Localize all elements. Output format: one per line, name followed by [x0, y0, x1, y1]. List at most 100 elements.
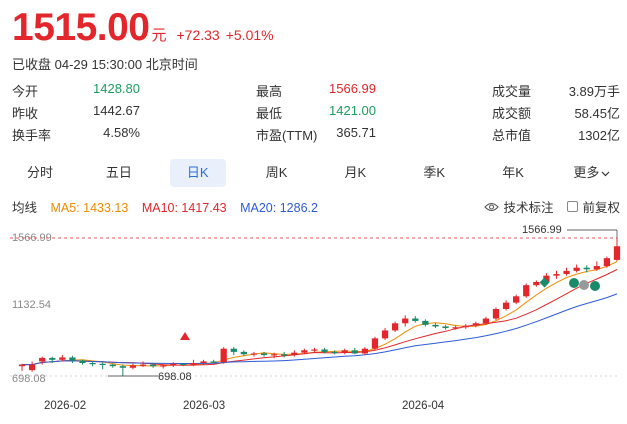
tab-quarterly-k[interactable]: 季K [423, 165, 446, 180]
candle-body [502, 302, 510, 309]
candle-body [381, 330, 389, 339]
candle [381, 328, 389, 340]
candle-body [513, 296, 520, 303]
ma20-value: MA20: 1286.2 [240, 201, 318, 215]
candle [392, 321, 399, 333]
eye-icon [484, 202, 500, 211]
candle-body [170, 363, 177, 366]
candle [482, 316, 490, 325]
signal-markers [180, 277, 600, 340]
stat-label: 成交额 [492, 105, 532, 121]
candle-body [321, 349, 328, 352]
stat-prev-close: 昨收 1442.67 [12, 103, 140, 122]
tab-monthly-k[interactable]: 月K [344, 165, 367, 180]
stat-value: 1442.67 [93, 102, 140, 118]
candle [220, 347, 227, 364]
candle-body [563, 270, 570, 275]
candle-body [250, 353, 258, 355]
candle [89, 361, 96, 367]
candle-body [412, 318, 419, 321]
candle-body [603, 258, 611, 267]
candle-body [492, 308, 500, 319]
tab-more[interactable]: 更多 [564, 159, 620, 187]
candle-body [39, 357, 46, 362]
tab-weekly-k[interactable]: 周K [265, 165, 288, 180]
candle-body [28, 364, 36, 371]
candle-body [573, 267, 580, 271]
high-annotation-label: 1566.99 [522, 224, 562, 236]
tab-yearly-k[interactable]: 年K [502, 165, 524, 180]
stat-high: 最高 1566.99 [256, 81, 376, 100]
y-tick-label: 1566.99 [12, 232, 52, 244]
candle-body [311, 349, 318, 351]
stat-label: 今开 [12, 83, 39, 99]
kline-chart[interactable]: 1566.99 1132.54 698.08 1566.99 698.08 20… [0, 222, 627, 418]
candle-body [361, 348, 369, 354]
candle [49, 356, 56, 363]
x-tick-label: 2026-04 [402, 400, 445, 412]
candle [39, 356, 46, 365]
candle-body [392, 323, 399, 331]
stat-value: 3.89万手 [568, 83, 620, 99]
candle-body [371, 338, 379, 349]
stat-market-cap: 总市值 1302亿 [492, 125, 620, 144]
candle [240, 350, 247, 356]
candle [99, 362, 106, 370]
candle [321, 347, 328, 354]
candle-body [331, 351, 338, 354]
candle [119, 364, 126, 377]
candle-body [160, 365, 167, 367]
candle [79, 359, 86, 365]
candle-body [543, 275, 550, 282]
candle-body [190, 362, 197, 365]
chevron-down-icon [601, 171, 610, 176]
forward-adjust-toggle[interactable]: 前复权 [567, 197, 620, 216]
stat-label: 市盈(TTM) [256, 127, 318, 143]
candle [180, 362, 187, 367]
candle-body [553, 274, 560, 276]
candle [553, 270, 560, 279]
stat-label: 最低 [256, 105, 283, 121]
candle [513, 294, 520, 305]
tab-five-day[interactable]: 五日 [105, 165, 132, 180]
price-change: +72.33 [176, 27, 220, 43]
ma-title: 均线 [12, 201, 38, 215]
stat-pe-ttm: 市盈(TTM) 365.71 [256, 125, 376, 144]
tab-daily-k[interactable]: 日K [169, 159, 226, 187]
candle-body [533, 281, 540, 286]
candle [371, 336, 379, 351]
tech-annotation-toggle[interactable]: 技术标注 [484, 197, 553, 216]
candle-body [200, 361, 207, 363]
price-unit: 元 [151, 27, 167, 44]
candle-body [452, 327, 459, 329]
candle-body [139, 364, 147, 366]
candle-body [99, 363, 106, 365]
candle [583, 265, 590, 273]
candle-body [613, 246, 621, 260]
stat-low: 最低 1421.00 [256, 103, 376, 122]
period-tabs: 分时 五日 日K 周K 月K 季K 年K 更多 [12, 159, 620, 187]
candle [18, 363, 26, 371]
diamond-marker [539, 277, 550, 288]
candle-body [442, 326, 449, 329]
candle [462, 324, 469, 329]
tech-annotation-label: 技术标注 [503, 201, 554, 215]
stat-open: 今开 1428.80 [12, 81, 140, 100]
stat-value: 58.45亿 [574, 105, 620, 121]
candle [502, 300, 510, 311]
quote-header: 1515.00 元 +72.33 +5.01% [12, 6, 274, 49]
x-tick-label: 2026-02 [44, 400, 86, 412]
candle-body [109, 364, 116, 367]
candle-body [432, 324, 439, 327]
stat-turnover-amount: 成交额 58.45亿 [492, 103, 620, 122]
candle-body [129, 365, 137, 368]
candle-body [281, 354, 288, 356]
ma5-value: MA5: 1433.13 [50, 201, 129, 215]
circle-marker [590, 281, 600, 291]
ma20-line [22, 293, 618, 366]
candle [291, 350, 298, 357]
candle [361, 347, 369, 356]
candle [311, 347, 318, 352]
low-annotation: 698.08 [108, 371, 192, 383]
tab-intraday[interactable]: 分时 [26, 165, 53, 180]
